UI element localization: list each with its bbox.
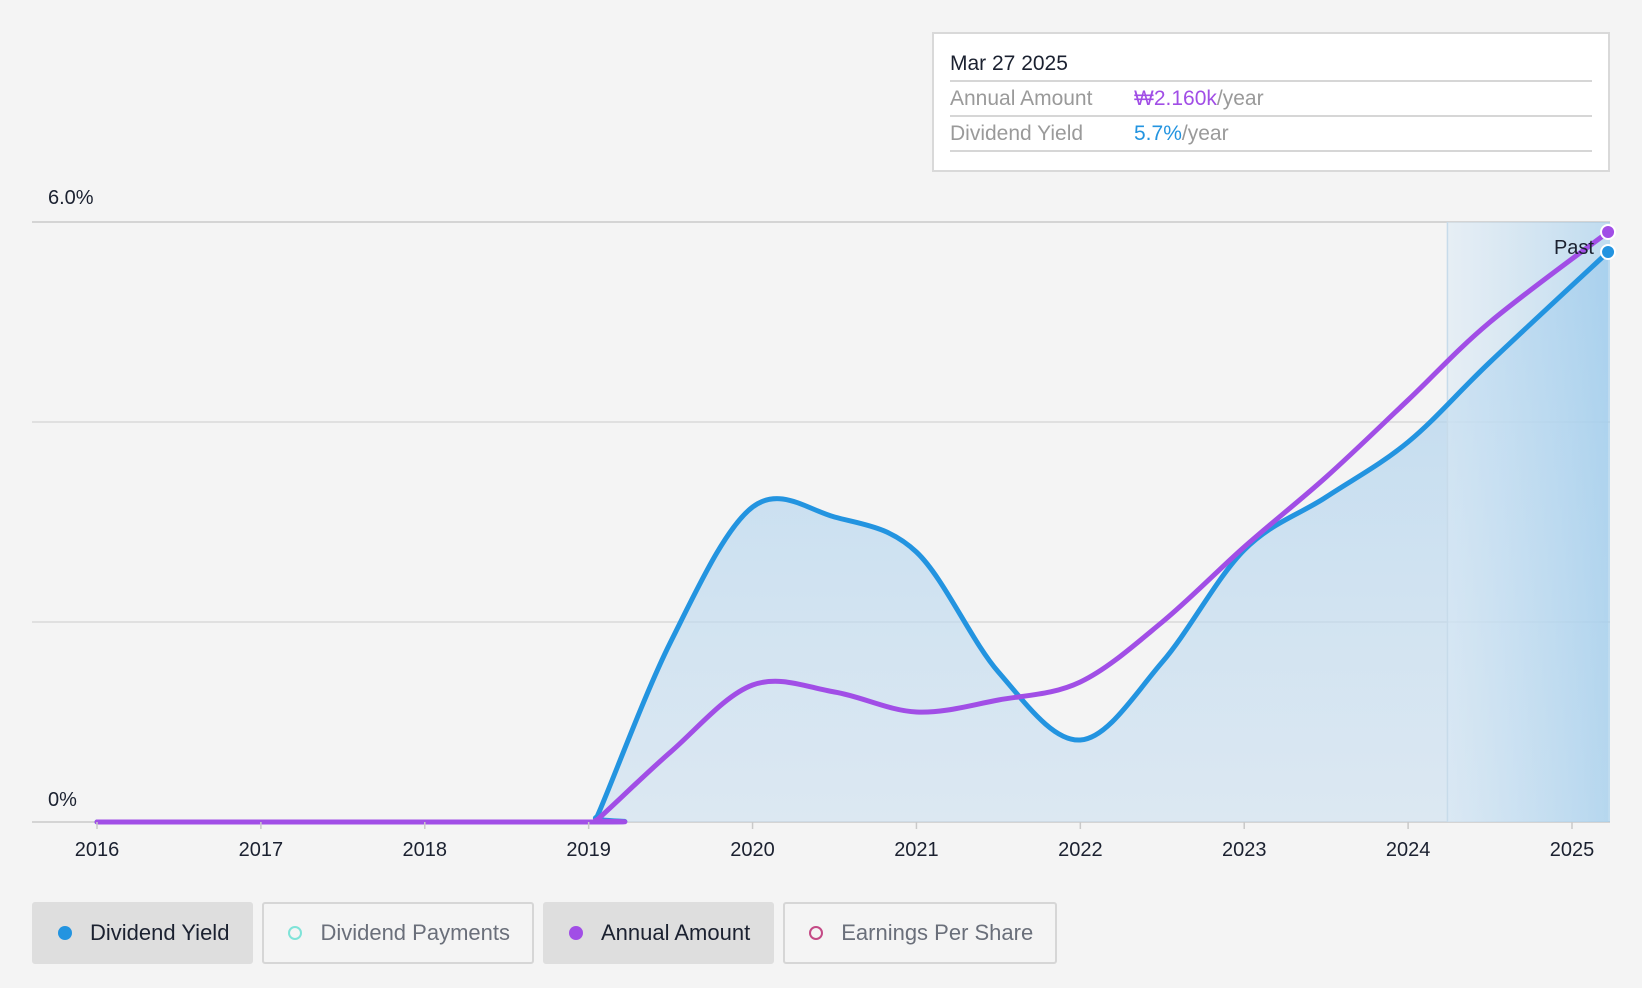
tooltip-date: Mar 27 2025 [950,48,1592,82]
dividend-yield-end-point [1600,244,1617,260]
x-tick-label: 2017 [239,839,284,861]
tooltip-annual-amount-row: Annual Amount ₩2.160k /year [950,82,1592,117]
x-tick-label: 2021 [894,839,939,861]
hollow-dot-icon [288,926,303,940]
x-tick-label: 2016 [75,839,120,861]
hollow-dot-icon [809,926,824,940]
legend-dividend-payments-button[interactable]: Dividend Payments [262,902,534,964]
legend-earnings-per-share-button[interactable]: Earnings Per Share [783,902,1058,964]
x-tick-label: 2025 [1550,839,1595,861]
annual-amount-line [94,229,1611,825]
filled-dot-icon [568,926,583,940]
tooltip-dividend-yield-row: Dividend Yield 5.7% /year [950,117,1592,152]
tooltip-dividend-yield-value: 5.7% [1134,122,1182,145]
tooltip-annual-amount-value: ₩2.160k [1134,87,1217,110]
y-axis-top-label: 6.0% [48,187,94,209]
y-axis-bottom-label: 0% [48,789,77,811]
legend-dividend-yield-label: Dividend Yield [90,920,230,945]
past-label: Past [1554,237,1594,259]
legend: Dividend Yield Dividend Payments Annual … [32,902,1058,964]
legend-dividend-payments-label: Dividend Payments [320,920,510,945]
x-tick-label: 2018 [403,839,448,861]
tooltip-card: Mar 27 2025 Annual Amount ₩2.160k /year … [932,32,1610,172]
tooltip-dividend-yield-label: Dividend Yield [950,122,1084,145]
legend-dividend-yield-button[interactable]: Dividend Yield [32,902,254,964]
x-tick-label: 2019 [566,839,611,861]
annual-amount-end-point [1600,224,1617,240]
x-tick-label: 2024 [1386,839,1431,861]
tooltip-annual-amount-label: Annual Amount [950,87,1093,110]
dividend-yield-area [97,252,1609,822]
x-tick-label: 2020 [730,839,775,861]
legend-annual-amount-button[interactable]: Annual Amount [542,902,775,964]
filled-dot-icon [58,926,72,940]
legend-annual-amount-label: Annual Amount [600,920,751,945]
past-region [1447,222,1610,822]
x-tick-label: 2023 [1222,839,1267,861]
tooltip-dividend-yield-unit: /year [1181,122,1229,145]
tooltip-annual-amount-unit: /year [1216,87,1264,110]
legend-earnings-per-share-label: Earnings Per Share [841,920,1034,945]
x-tick-label: 2022 [1058,839,1103,861]
